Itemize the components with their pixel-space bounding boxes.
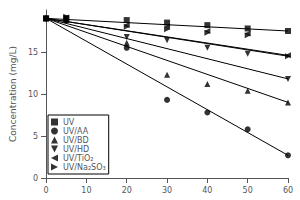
svg-text:10: 10 xyxy=(81,186,91,195)
svg-text:50: 50 xyxy=(243,186,253,195)
svg-text:20: 20 xyxy=(122,186,132,195)
svg-text:10: 10 xyxy=(28,90,38,99)
svg-text:60: 60 xyxy=(283,186,293,195)
svg-text:15: 15 xyxy=(28,48,38,57)
svg-text:UV: UV xyxy=(63,118,75,127)
svg-text:UV/BD: UV/BD xyxy=(63,136,89,145)
svg-text:UV/TiO₂: UV/TiO₂ xyxy=(63,154,93,163)
svg-text:5: 5 xyxy=(33,132,38,141)
svg-text:0: 0 xyxy=(44,186,49,195)
svg-text:40: 40 xyxy=(202,186,212,195)
svg-text:UV/Na₂SO₃: UV/Na₂SO₃ xyxy=(63,163,106,172)
svg-text:Concentration (mg/L): Concentration (mg/L) xyxy=(8,46,18,142)
svg-text:0: 0 xyxy=(33,174,38,183)
svg-text:30: 30 xyxy=(162,186,172,195)
svg-text:UV/HD: UV/HD xyxy=(63,145,89,154)
svg-text:UV/AA: UV/AA xyxy=(63,127,89,136)
